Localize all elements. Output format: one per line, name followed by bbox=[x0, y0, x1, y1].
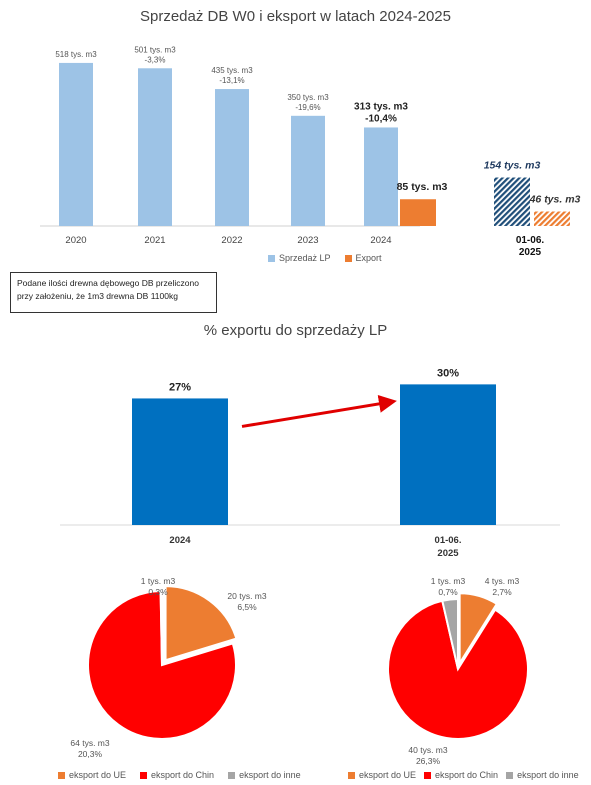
x-tick-1-line-0: 2021 bbox=[144, 235, 165, 246]
conversion-note: Podane ilości drewna dębowego DB przelic… bbox=[10, 272, 217, 313]
x-tick-2-line-0: 2022 bbox=[221, 235, 242, 246]
chart2-title: % exportu do sprzedaży LP bbox=[203, 322, 388, 339]
label-sales-4-line-1: -10,4% bbox=[365, 113, 397, 124]
label-sales-4-line-0: 313 tys. m3 bbox=[354, 101, 408, 112]
share-x-tick-1-line-0: 01-06. bbox=[435, 535, 462, 546]
pie-legend-left-eu: eksport do UE bbox=[58, 770, 126, 780]
pie-legend-left-china-label: eksport do Chin bbox=[151, 770, 215, 780]
label-sales-0-line-0: 518 tys. m3 bbox=[55, 50, 97, 59]
bar-sales-4 bbox=[364, 127, 398, 226]
pie-legend-right-china-label: eksport do Chin bbox=[435, 770, 499, 780]
legend-label-export: Export bbox=[355, 253, 382, 263]
chart1-title: Sprzedaż DB W0 i eksport w latach 2024-2… bbox=[140, 8, 451, 25]
legend-item-sales: Sprzedaż LP bbox=[268, 253, 331, 263]
label-share-0: 27% bbox=[169, 381, 191, 393]
x-tick-5-line-0: 01-06. bbox=[516, 235, 545, 246]
pie-legend-right-other: eksport do inne bbox=[506, 770, 579, 780]
pie-2024-label-other-line-0: 1 tys. m3 bbox=[141, 576, 176, 586]
pie-2025-label-other-line-0: 1 tys. m3 bbox=[431, 576, 466, 586]
sales-export-bar-chart: 518 tys. m3 2020 501 tys. m3-3,3% 2021 435 t… bbox=[40, 45, 581, 258]
pie-legend-right-eu: eksport do UE bbox=[348, 770, 416, 780]
pie-2025-label-eu-line-0: 4 tys. m3 bbox=[485, 576, 520, 586]
label-sales-2-line-1: -13,1% bbox=[219, 76, 244, 85]
note-line-2: przy założeniu, że 1m3 drewna DB 1100kg bbox=[17, 291, 178, 301]
pie-legend-left-eu-swatch bbox=[58, 771, 65, 779]
pie-legend-right-other-label: eksport do inne bbox=[517, 770, 579, 780]
label-sales-3-line-1: -19,6% bbox=[295, 103, 320, 112]
pie-2024-slice-2 bbox=[159, 589, 163, 666]
pie-2024-label-eu-line-1: 20,3% bbox=[78, 749, 103, 759]
pie-legend-right-other-swatch bbox=[506, 771, 514, 779]
pie-2024-slice-1 bbox=[87, 589, 237, 740]
pie-2025-label-other-line-1: 0,7% bbox=[438, 587, 458, 597]
pie-2024-label-other-line-1: 0,3% bbox=[148, 587, 168, 597]
pie-legend-left-other-swatch bbox=[228, 771, 236, 779]
pie-legend-left: eksport do UE eksport do Chin eksport do… bbox=[58, 770, 315, 780]
share-x-tick-1-line-1: 2025 bbox=[437, 548, 459, 559]
bar-sales-5 bbox=[494, 177, 530, 226]
label-sales-1-line-1: -3,3% bbox=[145, 55, 166, 64]
bar-export-4 bbox=[400, 199, 436, 226]
pie-2024-slice-0 bbox=[164, 585, 238, 662]
bar-share-1 bbox=[400, 384, 496, 525]
pie-2025-slice-1 bbox=[387, 599, 529, 740]
trend-arrow bbox=[241, 394, 397, 428]
bar-sales-3 bbox=[291, 115, 325, 226]
label-export-4: 85 tys. m3 bbox=[397, 181, 448, 193]
label-sales-2-line-0: 435 tys. m3 bbox=[211, 66, 253, 75]
pie-legend-left-other: eksport do inne bbox=[228, 770, 301, 780]
bar-export-5 bbox=[534, 211, 570, 226]
x-tick-3-line-0: 2023 bbox=[297, 235, 318, 246]
pie-legend-right-eu-label: eksport do UE bbox=[359, 770, 417, 780]
bar-sales-1 bbox=[138, 68, 172, 227]
pie-2025-slice-2 bbox=[441, 597, 459, 670]
legend-label-sales: Sprzedaż LP bbox=[279, 253, 331, 263]
label-share-1: 30% bbox=[437, 367, 459, 379]
x-tick-5-line-1: 2025 bbox=[519, 247, 542, 258]
legend-swatch-export bbox=[344, 254, 352, 262]
pie-legend-left-eu-label: eksport do UE bbox=[69, 770, 127, 780]
pie-legend-right-china: eksport do Chin bbox=[424, 770, 498, 780]
note-line-1: Podane ilości drewna dębowego DB przelic… bbox=[17, 278, 199, 288]
pie-legend-right-eu-swatch bbox=[348, 771, 355, 779]
legend-swatch-sales bbox=[268, 254, 275, 262]
label-sales-3-line-0: 350 tys. m3 bbox=[287, 93, 329, 102]
chart1-legend: Sprzedaż LP Export bbox=[268, 253, 396, 263]
pie-2025-label-eu-line-1: 2,7% bbox=[492, 587, 512, 597]
pie-legend-right: eksport do UE eksport do Chin eksport do… bbox=[348, 770, 579, 780]
pie-legend-left-china: eksport do Chin bbox=[140, 770, 214, 780]
bar-sales-0 bbox=[59, 62, 93, 226]
pie-legend-left-other-label: eksport do inne bbox=[239, 770, 301, 780]
bar-sales-2 bbox=[215, 89, 249, 226]
label-sales-5: 154 tys. m3 bbox=[484, 160, 541, 172]
label-sales-1-line-0: 501 tys. m3 bbox=[134, 45, 176, 54]
x-tick-0-line-0: 2020 bbox=[65, 235, 86, 246]
pie-2024-label-extra-line-1: 6,5% bbox=[237, 602, 257, 612]
legend-item-export: Export bbox=[344, 253, 382, 263]
pie-legend-right-china-swatch bbox=[424, 771, 432, 779]
pie-2025-label-china-line-1: 26,3% bbox=[416, 756, 441, 765]
x-tick-4-line-0: 2024 bbox=[370, 235, 391, 246]
pie-2025-label-china-line-0: 40 tys. m3 bbox=[408, 745, 447, 755]
pie-legend-left-china-swatch bbox=[140, 771, 148, 779]
label-export-5: 46 tys. m3 bbox=[529, 194, 581, 206]
pie-2024-label-extra-line-0: 20 tys. m3 bbox=[227, 591, 266, 601]
pie-2025-slice-0 bbox=[458, 592, 499, 667]
export-destination-pies: 1 tys. m30,3% 20 tys. m36,5%64 tys. m320,… bbox=[70, 576, 529, 765]
pie-2024-label-eu-line-0: 64 tys. m3 bbox=[70, 738, 109, 748]
export-share-bar-chart: 27% 2024 30% 01-06. 2025 bbox=[60, 367, 560, 559]
bar-share-0 bbox=[132, 398, 228, 525]
share-x-tick-0-line-0: 2024 bbox=[169, 535, 191, 546]
